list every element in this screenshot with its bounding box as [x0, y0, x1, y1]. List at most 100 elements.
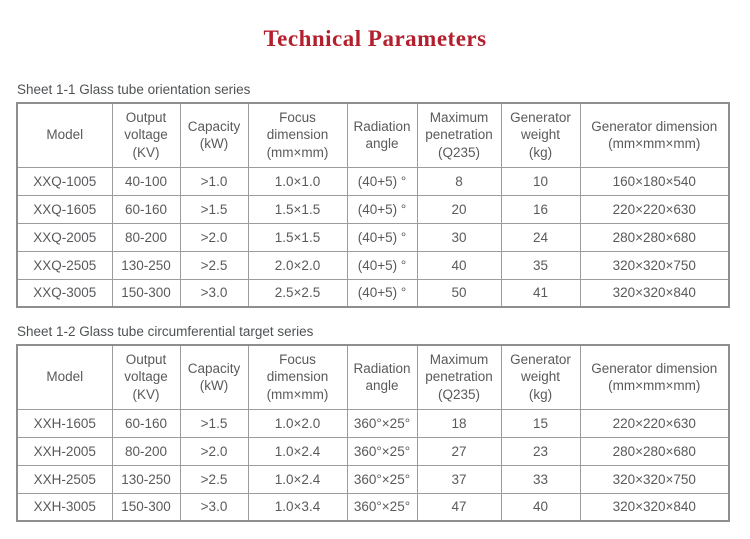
cell-capacity: >2.5: [179, 464, 249, 494]
column-header-model: Model: [16, 102, 113, 168]
cell-model: XXH-1605: [16, 408, 113, 438]
cell-capacity: >3.0: [179, 278, 249, 308]
cell-focus-dimension: 2.0×2.0: [247, 250, 348, 280]
cell-capacity: >2.0: [179, 436, 249, 466]
column-header-radiation-angle: Radiation angle: [346, 102, 418, 168]
cell-generator-dimension: 320×320×750: [579, 250, 730, 280]
cell-radiation-angle: 360°×25°: [346, 464, 418, 494]
cell-generator-dimension: 280×280×680: [579, 222, 730, 252]
cell-model: XXH-2005: [16, 436, 113, 466]
column-header-output-voltage: Output voltage (KV): [111, 102, 181, 168]
cell-radiation-angle: (40+5) °: [346, 166, 418, 196]
column-header-generator-dimension: Generator dimension (mm×mm×mm): [579, 344, 730, 410]
cell-focus-dimension: 2.5×2.5: [247, 278, 348, 308]
column-header-generator-weight: Generator weight (kg): [500, 102, 581, 168]
cell-generator-dimension: 220×220×630: [579, 194, 730, 224]
cell-maximum-penetration: 8: [416, 166, 502, 196]
cell-capacity: >1.5: [179, 408, 249, 438]
cell-generator-dimension: 320×320×750: [579, 464, 730, 494]
cell-generator-dimension: 320×320×840: [579, 278, 730, 308]
cell-model: XXQ-2005: [16, 222, 113, 252]
cell-output-voltage: 60-160: [111, 194, 181, 224]
table-row: XXQ-1605 60-160 >1.5 1.5×1.5 (40+5) ° 20…: [16, 194, 730, 224]
cell-maximum-penetration: 27: [416, 436, 502, 466]
cell-focus-dimension: 1.0×2.4: [247, 436, 348, 466]
cell-generator-weight: 16: [500, 194, 581, 224]
cell-generator-dimension: 220×220×630: [579, 408, 730, 438]
column-header-focus-dimension: Focus dimension (mm×mm): [247, 102, 348, 168]
cell-maximum-penetration: 40: [416, 250, 502, 280]
cell-model: XXH-2505: [16, 464, 113, 494]
column-header-maximum-penetration: Maximum penetration (Q235): [416, 344, 502, 410]
cell-maximum-penetration: 37: [416, 464, 502, 494]
cell-generator-dimension: 320×320×840: [579, 492, 730, 522]
cell-model: XXQ-2505: [16, 250, 113, 280]
table-sheet-1-2: Model Output voltage (KV) Capacity (kW) …: [16, 344, 730, 522]
cell-radiation-angle: (40+5) °: [346, 222, 418, 252]
cell-generator-weight: 15: [500, 408, 581, 438]
cell-output-voltage: 80-200: [111, 222, 181, 252]
cell-capacity: >3.0: [179, 492, 249, 522]
cell-output-voltage: 150-300: [111, 278, 181, 308]
table-row: XXH-2005 80-200 >2.0 1.0×2.4 360°×25° 27…: [16, 436, 730, 466]
cell-output-voltage: 130-250: [111, 250, 181, 280]
cell-generator-weight: 35: [500, 250, 581, 280]
header-row: Model Output voltage (KV) Capacity (kW) …: [16, 344, 730, 410]
cell-output-voltage: 130-250: [111, 464, 181, 494]
cell-maximum-penetration: 20: [416, 194, 502, 224]
cell-radiation-angle: 360°×25°: [346, 492, 418, 522]
cell-generator-dimension: 280×280×680: [579, 436, 730, 466]
cell-capacity: >1.5: [179, 194, 249, 224]
cell-capacity: >1.0: [179, 166, 249, 196]
cell-model: XXH-3005: [16, 492, 113, 522]
cell-generator-weight: 40: [500, 492, 581, 522]
header-row: Model Output voltage (KV) Capacity (kW) …: [16, 102, 730, 168]
cell-focus-dimension: 1.0×2.4: [247, 464, 348, 494]
cell-model: XXQ-1605: [16, 194, 113, 224]
cell-model: XXQ-1005: [16, 166, 113, 196]
column-header-radiation-angle: Radiation angle: [346, 344, 418, 410]
cell-generator-weight: 41: [500, 278, 581, 308]
cell-output-voltage: 60-160: [111, 408, 181, 438]
cell-focus-dimension: 1.5×1.5: [247, 222, 348, 252]
cell-radiation-angle: (40+5) °: [346, 250, 418, 280]
table-row: XXQ-1005 40-100 >1.0 1.0×1.0 (40+5) ° 8 …: [16, 166, 730, 196]
column-header-output-voltage: Output voltage (KV): [111, 344, 181, 410]
cell-maximum-penetration: 50: [416, 278, 502, 308]
page-title: Technical Parameters: [263, 26, 487, 51]
table-row: XXH-2505 130-250 >2.5 1.0×2.4 360°×25° 3…: [16, 464, 730, 494]
cell-focus-dimension: 1.0×3.4: [247, 492, 348, 522]
table-row: XXH-3005 150-300 >3.0 1.0×3.4 360°×25° 4…: [16, 492, 730, 522]
table-caption-sheet-1-1: Sheet 1-1 Glass tube orientation series: [17, 82, 251, 97]
cell-focus-dimension: 1.0×2.0: [247, 408, 348, 438]
cell-output-voltage: 150-300: [111, 492, 181, 522]
cell-radiation-angle: (40+5) °: [346, 194, 418, 224]
column-header-generator-dimension: Generator dimension (mm×mm×mm): [579, 102, 730, 168]
cell-generator-weight: 33: [500, 464, 581, 494]
cell-generator-weight: 23: [500, 436, 581, 466]
cell-generator-weight: 10: [500, 166, 581, 196]
table-row: XXQ-2005 80-200 >2.0 1.5×1.5 (40+5) ° 30…: [16, 222, 730, 252]
table-sheet-1-1: Model Output voltage (KV) Capacity (kW) …: [16, 102, 730, 308]
column-header-focus-dimension: Focus dimension (mm×mm): [247, 344, 348, 410]
cell-maximum-penetration: 18: [416, 408, 502, 438]
cell-generator-dimension: 160×180×540: [579, 166, 730, 196]
cell-radiation-angle: (40+5) °: [346, 278, 418, 308]
cell-output-voltage: 40-100: [111, 166, 181, 196]
cell-capacity: >2.0: [179, 222, 249, 252]
column-header-generator-weight: Generator weight (kg): [500, 344, 581, 410]
cell-radiation-angle: 360°×25°: [346, 436, 418, 466]
table-caption-sheet-1-2: Sheet 1-2 Glass tube circumferential tar…: [17, 324, 314, 339]
cell-model: XXQ-3005: [16, 278, 113, 308]
column-header-capacity: Capacity (kW): [179, 344, 249, 410]
cell-radiation-angle: 360°×25°: [346, 408, 418, 438]
cell-focus-dimension: 1.0×1.0: [247, 166, 348, 196]
table-row: XXH-1605 60-160 >1.5 1.0×2.0 360°×25° 18…: [16, 408, 730, 438]
column-header-capacity: Capacity (kW): [179, 102, 249, 168]
table-row: XXQ-2505 130-250 >2.5 2.0×2.0 (40+5) ° 4…: [16, 250, 730, 280]
cell-maximum-penetration: 30: [416, 222, 502, 252]
cell-capacity: >2.5: [179, 250, 249, 280]
cell-maximum-penetration: 47: [416, 492, 502, 522]
column-header-maximum-penetration: Maximum penetration (Q235): [416, 102, 502, 168]
